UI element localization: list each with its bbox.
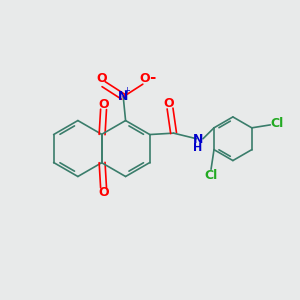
Text: N: N [118, 90, 128, 103]
Text: O: O [98, 98, 109, 111]
Text: N: N [193, 134, 203, 146]
Text: O: O [163, 97, 174, 110]
Text: H: H [193, 143, 202, 153]
Text: O: O [98, 187, 109, 200]
Text: -: - [149, 70, 155, 85]
Text: +: + [123, 86, 130, 95]
Text: O: O [97, 72, 107, 86]
Text: Cl: Cl [204, 169, 218, 182]
Text: O: O [139, 72, 150, 86]
Text: Cl: Cl [270, 117, 284, 130]
